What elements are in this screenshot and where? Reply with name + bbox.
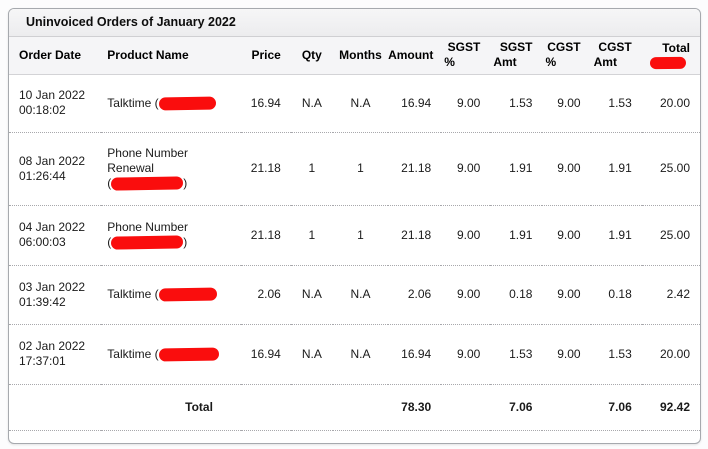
table-body: 10 Jan 2022 00:18:02 Talktime (16.94 N.A N.A…	[9, 74, 700, 431]
cell-sgst-pct: 9.00	[441, 265, 491, 325]
column-header-product: Product Name	[101, 37, 241, 75]
cell-months: N.A	[332, 74, 389, 133]
column-header-qty: Qty	[290, 37, 333, 75]
cell-cgst-pct: 9.00	[542, 132, 591, 206]
cell-cgst-amt: 1.91	[590, 132, 642, 206]
redaction-mark	[158, 287, 217, 302]
cell-total: 2.42	[641, 265, 700, 325]
column-header-order-date: Order Date	[9, 37, 102, 75]
totals-empty	[9, 384, 102, 431]
cell-total: 20.00	[641, 74, 700, 133]
cell-cgst-amt: 0.18	[590, 265, 642, 325]
cell-qty: N.A	[290, 265, 333, 325]
totals-sgst-amt: 7.06	[490, 384, 543, 431]
cell-cgst-pct: 9.00	[542, 205, 591, 266]
cell-sgst-amt: 1.91	[490, 205, 543, 266]
cell-total: 25.00	[641, 132, 700, 206]
totals-total: 92.42	[641, 384, 700, 431]
cell-amount: 21.18	[388, 205, 442, 266]
cell-total: 25.00	[641, 205, 700, 266]
cell-months: 1	[332, 132, 389, 206]
cell-product: Talktime (	[101, 324, 241, 385]
cell-months: 1	[332, 205, 389, 266]
cell-qty: N.A	[290, 74, 333, 133]
cell-cgst-pct: 9.00	[542, 324, 591, 385]
cell-amount: 21.18	[388, 132, 442, 206]
cell-product: Phone Number Renewal()	[101, 132, 241, 206]
cell-product: Talktime (	[101, 74, 241, 133]
cell-months: N.A	[332, 265, 389, 325]
cell-sgst-pct: 9.00	[441, 205, 491, 266]
cell-cgst-amt: 1.91	[590, 205, 642, 266]
cell-months: N.A	[332, 324, 389, 385]
column-header-sgst-pct: SGST%	[441, 37, 491, 75]
order-row: 10 Jan 2022 00:18:02 Talktime (16.94 N.A N.A…	[9, 74, 700, 133]
cell-cgst-pct: 9.00	[542, 74, 591, 133]
column-header-sgst-amt: SGST Amt	[490, 37, 543, 75]
column-header-amount: Amount	[388, 37, 442, 75]
cell-sgst-amt: 0.18	[490, 265, 543, 325]
cell-sgst-amt: 1.53	[490, 324, 543, 385]
cell-price: 16.94	[240, 74, 291, 133]
redaction-mark	[158, 96, 216, 110]
cell-order-date: 04 Jan 2022 06:00:03	[9, 205, 102, 266]
card-bottom-spacer	[9, 431, 700, 444]
totals-empty	[441, 384, 491, 431]
cell-cgst-amt: 1.53	[590, 324, 642, 385]
column-header-cgst-amt: CGST Amt	[590, 37, 642, 75]
cell-order-date: 08 Jan 2022 01:26:44	[9, 132, 102, 206]
cell-qty: 1	[290, 132, 333, 206]
totals-label: Total	[101, 384, 291, 431]
order-row: 08 Jan 2022 01:26:44 Phone Number Renewal()…	[9, 132, 700, 206]
cell-qty: 1	[290, 205, 333, 266]
redaction-mark	[649, 57, 687, 70]
totals-empty	[542, 384, 591, 431]
cell-total: 20.00	[641, 324, 700, 385]
order-row: 03 Jan 2022 01:39:42 Talktime (2.06 N.A N.A 2…	[9, 265, 700, 325]
totals-empty	[332, 384, 389, 431]
cell-price: 2.06	[240, 265, 291, 325]
order-row: 04 Jan 2022 06:00:03 Phone Number() 21.18 1 1…	[9, 205, 700, 266]
table-header-row: Order Date Product Name Price Qty Months Amou…	[9, 37, 700, 75]
cell-amount: 16.94	[388, 324, 442, 385]
cell-product: Talktime (	[101, 265, 241, 325]
totals-amount: 78.30	[388, 384, 442, 431]
cell-sgst-pct: 9.00	[441, 74, 491, 133]
cell-price: 21.18	[240, 132, 291, 206]
cell-price: 16.94	[240, 324, 291, 385]
totals-cgst-amt: 7.06	[590, 384, 642, 431]
panel-title: Uninvoiced Orders of January 2022	[26, 15, 236, 29]
cell-order-date: 10 Jan 2022 00:18:02	[9, 74, 102, 133]
cell-order-date: 02 Jan 2022 17:37:01	[9, 324, 102, 385]
totals-row: Total 78.30 7.06 7.06 92.42	[9, 384, 700, 431]
cell-qty: N.A	[290, 324, 333, 385]
orders-table: Order Date Product Name Price Qty Months Amou…	[9, 37, 700, 431]
cell-sgst-pct: 9.00	[441, 324, 491, 385]
cell-cgst-amt: 1.53	[590, 74, 642, 133]
column-header-months: Months	[332, 37, 389, 75]
column-header-price: Price	[240, 37, 291, 75]
cell-product: Phone Number()	[101, 205, 241, 266]
cell-order-date: 03 Jan 2022 01:39:42	[9, 265, 102, 325]
order-row: 02 Jan 2022 17:37:01 Talktime (16.94 N.A N.A…	[9, 324, 700, 385]
cell-sgst-pct: 9.00	[441, 132, 491, 206]
column-header-total: Total	[641, 37, 700, 75]
cell-sgst-amt: 1.53	[490, 74, 543, 133]
totals-empty	[290, 384, 333, 431]
cell-price: 21.18	[240, 205, 291, 266]
cell-amount: 16.94	[388, 74, 442, 133]
panel-title-bar: Uninvoiced Orders of January 2022	[9, 9, 700, 37]
cell-amount: 2.06	[388, 265, 442, 325]
column-header-cgst-pct: CGST%	[542, 37, 591, 75]
uninvoiced-orders-panel: Uninvoiced Orders of January 2022 Order …	[8, 8, 701, 444]
redaction-mark	[111, 235, 184, 250]
cell-cgst-pct: 9.00	[542, 265, 591, 325]
redaction-mark	[158, 346, 219, 362]
redaction-mark	[111, 176, 184, 191]
cell-sgst-amt: 1.91	[490, 132, 543, 206]
